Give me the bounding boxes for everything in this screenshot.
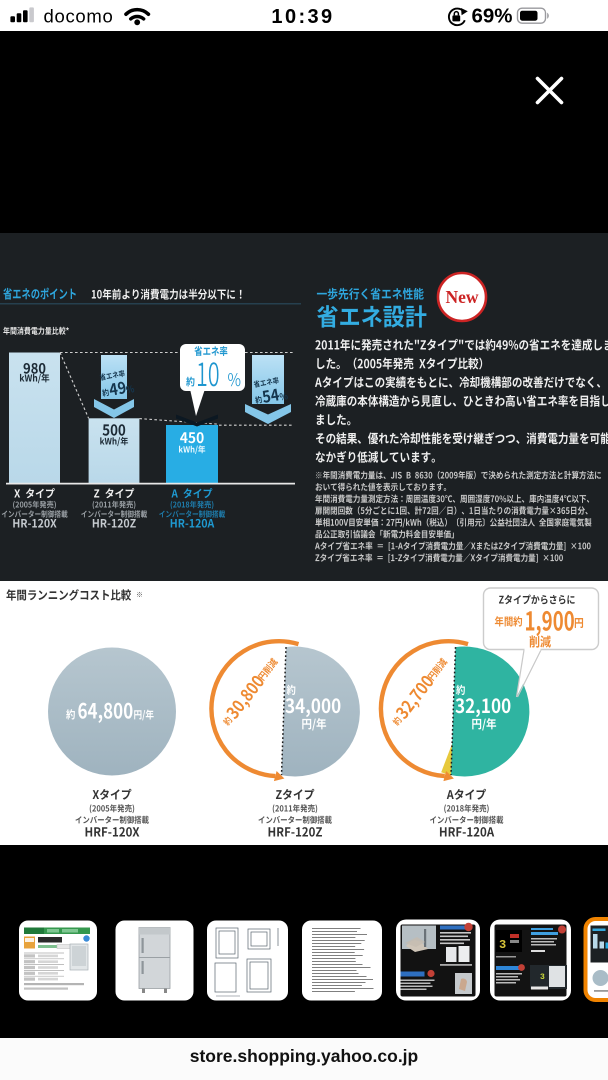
svg-text:10:39: 10:39 — [271, 6, 334, 28]
svg-text:69%: 69% — [471, 5, 512, 28]
svg-text:store.shopping.yahoo.co.jp: store.shopping.yahoo.co.jp — [190, 1046, 418, 1066]
svg-text:docomo: docomo — [44, 5, 114, 26]
svg-text:3: 3 — [540, 973, 545, 982]
svg-text:New: New — [445, 287, 478, 307]
svg-text:3: 3 — [499, 938, 506, 952]
